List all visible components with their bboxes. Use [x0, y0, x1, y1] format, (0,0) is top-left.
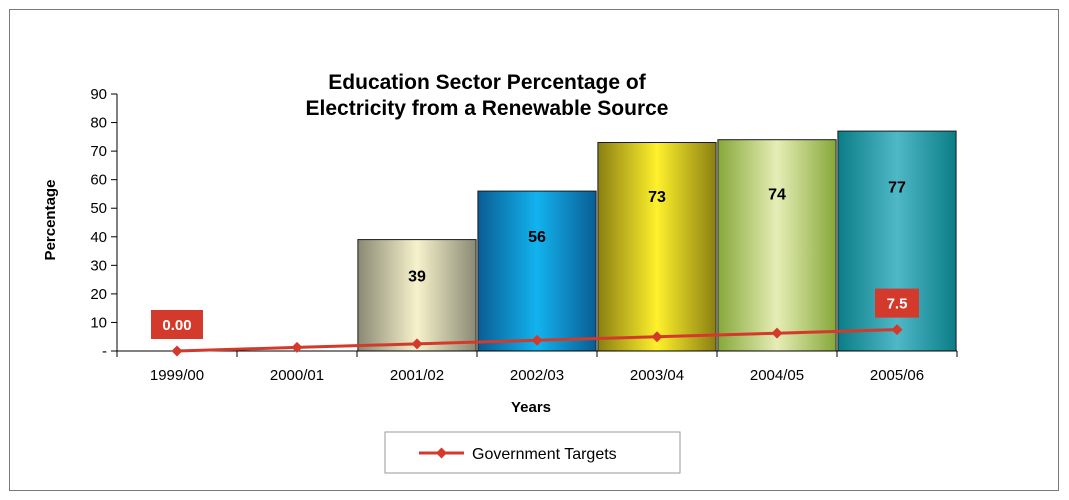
- y-tick-label: 30: [90, 257, 107, 274]
- y-tick-label: 90: [90, 86, 107, 103]
- target-point-2004-05: [771, 327, 783, 339]
- legend-entry-government-targets: Government Targets: [472, 446, 617, 463]
- x-tick-label: 2000/01: [270, 367, 324, 384]
- legend: Government Targets: [384, 431, 681, 474]
- bars-layer: [357, 130, 957, 352]
- y-tick-label: 60: [90, 172, 107, 189]
- y-tick-label: 20: [90, 286, 107, 303]
- target-label-box-1999-00: [151, 310, 203, 339]
- y-axis-label: Percentage: [42, 180, 59, 261]
- target-point-2002-03: [531, 334, 543, 346]
- bar-2001-02: [357, 239, 477, 352]
- bar-2005-06: [837, 130, 957, 352]
- target-point-2003-04: [651, 331, 663, 343]
- chart-svg: Education Sector Percentage of Electrici…: [42, 71, 958, 474]
- chart-frame: Education Sector Percentage of Electrici…: [9, 9, 1059, 491]
- y-tick-label: 10: [90, 314, 107, 331]
- target-point-2001-02: [411, 338, 423, 350]
- chart-title-line1: Education Sector Percentage of: [328, 71, 646, 94]
- bar-label-2004-05: 74: [768, 187, 786, 204]
- target-label-box-2005-06: [875, 288, 919, 318]
- x-tick-label: 1999/00: [150, 367, 204, 384]
- x-tick-label: 2004/05: [750, 367, 804, 384]
- x-axis-label: Years: [511, 399, 551, 416]
- y-tick-label: 80: [90, 115, 107, 132]
- bar-2003-04: [597, 142, 717, 352]
- target-point-2000-01: [291, 341, 303, 353]
- axes-layer: - 10 20 30 40 50 60 70 80 90 1999/00 2000/01 2001/02…: [90, 86, 958, 384]
- y-tick-label: 50: [90, 200, 107, 217]
- labels-layer: 39 56 73 74 77 0.00 7.5: [151, 180, 919, 339]
- x-tick-label: 2002/03: [510, 367, 564, 384]
- y-tick-label: -: [102, 343, 107, 360]
- x-tick-label: 2003/04: [630, 367, 684, 384]
- x-tick-label: 2005/06: [870, 367, 924, 384]
- bar-2002-03: [477, 190, 597, 352]
- bar-label-2005-06: 77: [888, 180, 906, 197]
- target-point-1999-00: [171, 345, 183, 357]
- bar-label-2003-04: 73: [648, 189, 666, 206]
- legend-diamond-marker: [436, 447, 447, 459]
- target-label-2005-06: 7.5: [887, 296, 908, 313]
- target-label-1999-00: 0.00: [162, 317, 191, 334]
- bar-label-2001-02: 39: [408, 269, 426, 286]
- y-tick-label: 40: [90, 229, 107, 246]
- chart-title-line2: Electricity from a Renewable Source: [306, 97, 669, 120]
- bar-label-2002-03: 56: [528, 229, 546, 246]
- y-tick-label: 70: [90, 143, 107, 160]
- target-point-2005-06: [891, 324, 903, 336]
- target-line-layer: [171, 324, 903, 357]
- bar-2004-05: [717, 139, 837, 352]
- x-tick-label: 2001/02: [390, 367, 444, 384]
